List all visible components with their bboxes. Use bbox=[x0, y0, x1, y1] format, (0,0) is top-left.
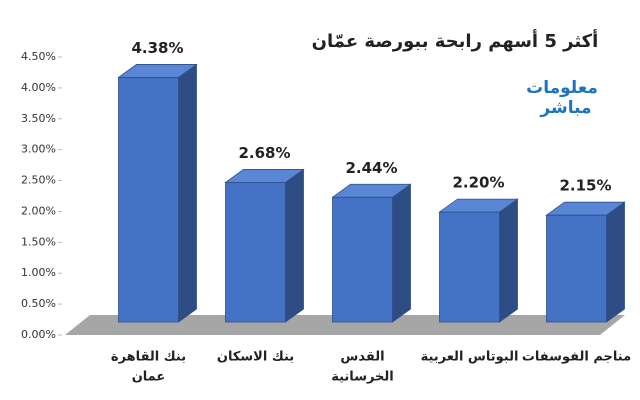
y-tick-label: 1.50% bbox=[21, 235, 56, 248]
chart-title: أكثر 5 أسهم رابحة ببورصة عمّان bbox=[312, 29, 599, 52]
bar-front bbox=[118, 77, 179, 323]
y-tick-label: 3.50% bbox=[21, 112, 56, 125]
y-tick-label: 0.00% bbox=[21, 328, 56, 341]
value-label: 2.20% bbox=[452, 174, 504, 192]
logo-bottom: مباشر bbox=[539, 98, 591, 118]
y-tick-label: 1.00% bbox=[21, 266, 56, 279]
y-tick-label: 2.00% bbox=[21, 204, 56, 217]
bar bbox=[438, 198, 519, 323]
bar bbox=[224, 168, 305, 323]
x-tick-label: بنك الاسكان bbox=[217, 350, 294, 365]
y-tick-label: 4.00% bbox=[21, 81, 56, 94]
x-tick-label: البوتاس العربية bbox=[421, 350, 519, 365]
x-tick-label: القدس bbox=[340, 350, 384, 365]
bar-side bbox=[606, 201, 625, 323]
y-tick-label: 2.50% bbox=[21, 174, 56, 187]
value-label: 2.44% bbox=[345, 159, 397, 177]
x-tick-label: بنك القاهرة bbox=[111, 350, 186, 365]
bar-side bbox=[392, 183, 411, 323]
value-label: 4.38% bbox=[131, 39, 183, 57]
bar-front bbox=[439, 211, 500, 323]
bar-side bbox=[285, 168, 304, 323]
bar-front bbox=[546, 214, 607, 323]
bar bbox=[545, 201, 626, 323]
value-label: 2.68% bbox=[238, 144, 290, 162]
x-tick-label: الخرسانية bbox=[331, 370, 394, 385]
value-label: 2.15% bbox=[559, 177, 611, 195]
bar-front bbox=[332, 196, 393, 323]
y-tick-label: 0.50% bbox=[21, 297, 56, 310]
y-tick-label: 3.00% bbox=[21, 143, 56, 156]
logo-top: معلومات bbox=[526, 78, 598, 98]
bar-front bbox=[225, 182, 286, 323]
x-tick-label: مناجم الفوسفات bbox=[522, 350, 631, 365]
bar bbox=[331, 183, 412, 323]
x-tick-label: عمان bbox=[132, 370, 166, 385]
y-tick-label: 4.50% bbox=[21, 50, 56, 63]
bar bbox=[117, 63, 198, 323]
bar-side bbox=[178, 63, 197, 323]
bar-side bbox=[499, 198, 518, 323]
